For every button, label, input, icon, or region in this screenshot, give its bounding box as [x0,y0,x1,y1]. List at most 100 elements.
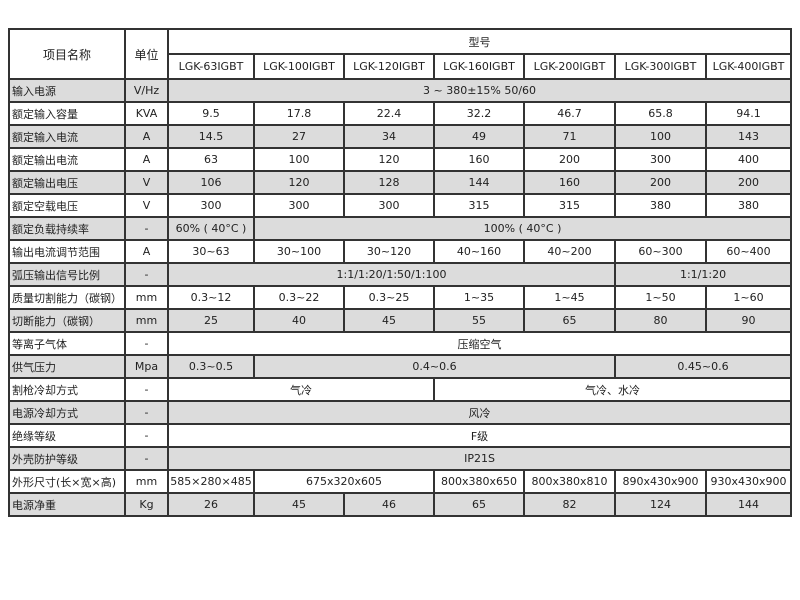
value-cell: 26 [167,492,255,517]
row-label: 额定输入电流 [8,124,126,149]
value-cell: 30~120 [343,239,435,264]
value-cell: 90 [704,308,793,333]
row-unit: - [124,400,169,425]
row-label: 绝缘等级 [8,423,126,448]
table-row: 额定输出电压 V 106 120 128 144 160 200 200 [8,170,793,195]
value-cell: 0.3~25 [343,285,435,310]
value-cell: 22.4 [343,101,435,126]
row-unit: mm [124,308,169,333]
value-cell: F级 [166,423,793,448]
value-cell: 380 [704,193,793,218]
value-cell: 1~60 [704,285,793,310]
model-column-header: LGK-200IGBT [523,53,616,80]
value-cell: 60~400 [704,239,793,264]
value-cell: 27 [253,124,345,149]
value-cell: IP21S [166,446,793,471]
value-cell: 94.1 [704,101,793,126]
table-row: 额定输出电流 A 63 100 120 160 200 300 400 [8,147,793,172]
value-cell: 106 [167,170,255,195]
row-unit: V [124,193,169,218]
value-cell: 0.3~12 [167,285,255,310]
model-column-header: LGK-400IGBT [704,53,793,80]
value-cell: 1~50 [614,285,707,310]
row-unit: mm [124,469,169,494]
value-cell: 32.2 [433,101,525,126]
row-label: 输出电流调节范围 [8,239,126,264]
value-cell: 160 [433,147,525,172]
value-cell: 585×280×485 [167,469,255,494]
row-unit: Kg [124,492,169,517]
value-cell: 315 [523,193,616,218]
table-row: 额定输入电流 A 14.5 27 34 49 71 100 143 [8,124,793,149]
value-cell: 80 [614,308,707,333]
table-row: 割枪冷却方式 - 气冷 气冷、水冷 [8,377,793,402]
row-unit: V/Hz [124,78,169,103]
value-cell: 300 [167,193,255,218]
value-cell: 120 [253,170,345,195]
row-label: 外形尺寸(长×宽×高) [8,469,126,494]
value-cell: 49 [433,124,525,149]
value-cell: 3 ~ 380±15% 50/60 [166,78,793,103]
value-cell: 45 [343,308,435,333]
row-label: 额定负载持续率 [8,216,126,241]
value-cell: 675x320x605 [253,469,435,494]
value-cell: 890x430x900 [614,469,707,494]
value-cell: 100% ( 40°C ) [252,216,793,241]
value-cell: 63 [167,147,255,172]
value-cell: 143 [704,124,793,149]
value-cell: 1:1/1:20 [613,262,793,287]
value-cell: 34 [343,124,435,149]
row-unit: mm [124,285,169,310]
row-label: 切断能力（碳钢） [8,308,126,333]
model-header: 型号 [166,28,793,55]
row-label: 额定输入容量 [8,101,126,126]
value-cell: 0.3~22 [253,285,345,310]
value-cell: 30~63 [167,239,255,264]
table-row: 外形尺寸(长×宽×高) mm 585×280×485 675x320x605 800x3… [8,469,793,494]
row-unit: Mpa [124,354,169,379]
row-label: 额定输出电压 [8,170,126,195]
row-unit: A [124,239,169,264]
row-unit: - [124,377,169,402]
value-cell: 300 [614,147,707,172]
table-row: 输入电源 V/Hz 3 ~ 380±15% 50/60 [8,78,793,103]
value-cell: 124 [614,492,707,517]
table-row: 额定输入容量 KVA 9.5 17.8 22.4 32.2 46.7 65.8 94.1 [8,101,793,126]
value-cell: 25 [167,308,255,333]
spec-table: 项目名称 单位 型号 LGK-63IGBT LGK-100IGBT LGK-120I… [8,28,793,517]
row-label: 电源冷却方式 [8,400,126,425]
value-cell: 65.8 [614,101,707,126]
value-cell: 1~45 [523,285,616,310]
table-row: 供气压力 Mpa 0.3~0.5 0.4~0.6 0.45~0.6 [8,354,793,379]
value-cell: 400 [704,147,793,172]
row-unit: - [124,446,169,471]
row-label: 弧压输出信号比例 [8,262,126,287]
value-cell: 144 [433,170,525,195]
value-cell: 0.3~0.5 [167,354,255,379]
row-unit: V [124,170,169,195]
value-cell: 0.4~0.6 [253,354,616,379]
value-cell: 82 [523,492,616,517]
header-row-1: 项目名称 单位 型号 [8,28,793,80]
value-cell: 55 [433,308,525,333]
value-cell: 40~160 [433,239,525,264]
value-cell: 200 [704,170,793,195]
table-row: 外壳防护等级 - IP21S [8,446,793,471]
value-cell: 71 [523,124,616,149]
value-cell: 9.5 [167,101,255,126]
value-cell: 65 [523,308,616,333]
table-row: 质量切割能力（碳钢） mm 0.3~12 0.3~22 0.3~25 1~35 1~45 1~… [8,285,793,310]
table-row: 等离子气体 - 压缩空气 [8,331,793,356]
value-cell: 压缩空气 [166,331,793,356]
row-label: 电源净重 [8,492,126,517]
model-column-header: LGK-100IGBT [253,53,345,80]
row-label: 外壳防护等级 [8,446,126,471]
table-row: 额定空载电压 V 300 300 300 315 315 380 380 [8,193,793,218]
value-cell: 300 [343,193,435,218]
value-cell: 40 [253,308,345,333]
value-cell: 40~200 [523,239,616,264]
value-cell: 46 [343,492,435,517]
value-cell: 46.7 [523,101,616,126]
value-cell: 100 [614,124,707,149]
row-label: 额定输出电流 [8,147,126,172]
